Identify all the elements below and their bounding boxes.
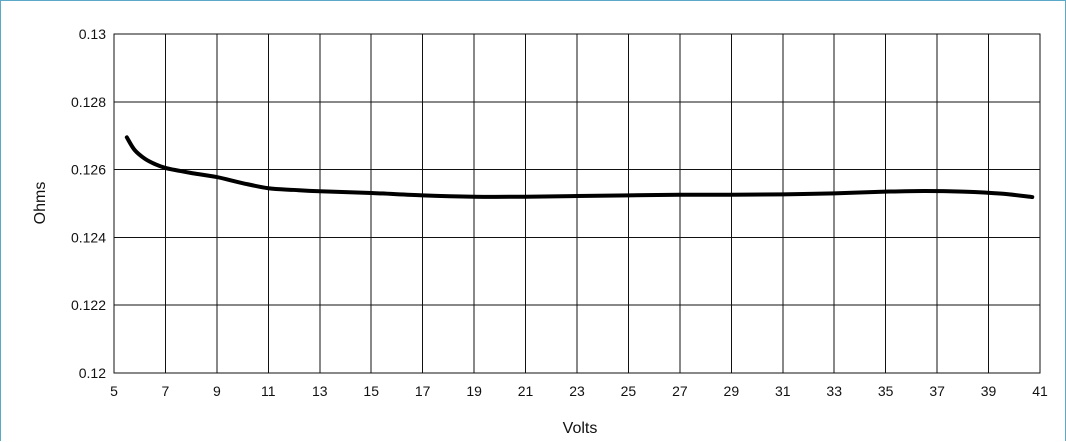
series-line [124,135,1035,200]
x-tick-label: 15 [363,383,379,399]
series-layer [124,135,1035,200]
x-tick-label: 27 [672,383,688,399]
plot-area-border [113,33,1041,374]
x-tick-label: 17 [415,383,431,399]
x-tick-label: 9 [213,383,221,399]
y-tick-label: 0.128 [71,94,106,110]
y-axis-tick-labels: 0.12 0.122 0.124 0.126 0.128 0.13 [71,26,106,381]
x-tick-label: 35 [878,383,894,399]
x-tick-label: 7 [162,383,170,399]
x-tick-label: 19 [466,383,482,399]
x-tick-label: 5 [110,383,118,399]
x-tick-label: 25 [621,383,637,399]
x-tick-label: 33 [826,383,842,399]
x-tick-label: 11 [261,383,276,399]
x-axis-label: Volts [563,420,598,437]
y-tick-label: 0.13 [79,26,106,42]
y-tick-label: 0.126 [71,162,106,178]
y-tick-label: 0.122 [71,297,106,313]
x-tick-label: 41 [1032,383,1048,399]
x-tick-label: 39 [981,383,997,399]
x-axis-tick-labels: 5 7 9 11 13 15 17 19 21 23 25 27 29 31 33 35 37 39 41 [110,383,1048,399]
y-tick-label: 0.124 [71,229,106,245]
x-tick-label: 23 [569,383,585,399]
x-tick-label: 37 [929,383,945,399]
vertical-gridlines [113,34,1041,373]
y-axis-label: Ohms [32,182,49,225]
x-tick-label: 21 [518,383,534,399]
x-tick-label: 31 [775,383,791,399]
x-tick-label: 13 [312,383,328,399]
y-tick-label: 0.12 [79,365,106,381]
x-tick-label: 29 [724,383,740,399]
